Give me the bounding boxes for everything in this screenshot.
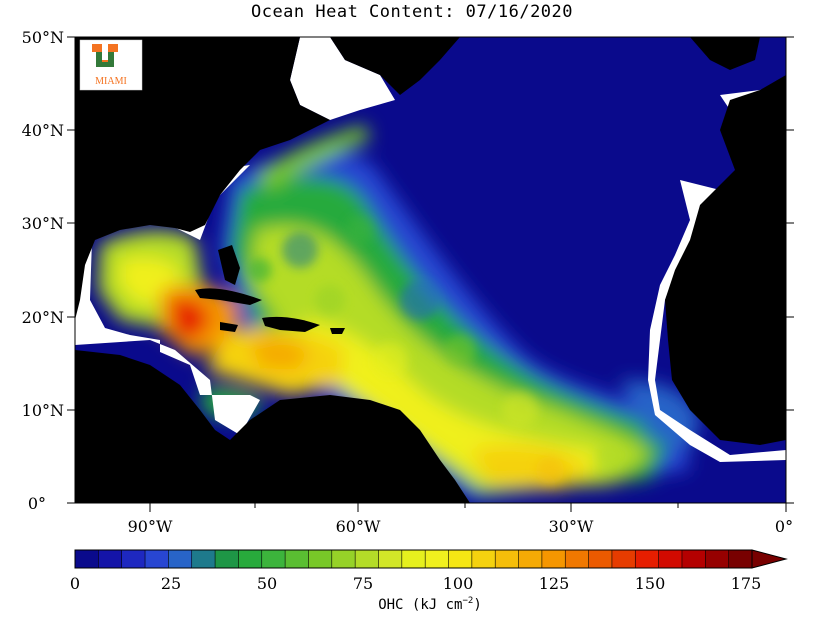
colorbar-cell	[518, 550, 543, 568]
colorbar-tick: 25	[161, 574, 181, 593]
map-plot-area	[75, 37, 786, 503]
colorbar-cell	[588, 550, 613, 568]
colorbar-label: OHC (kJ cm−2)	[378, 596, 482, 613]
land-masses	[75, 37, 786, 503]
colorbar-cell	[635, 550, 660, 568]
lat-label: 50°N	[22, 28, 64, 47]
colorbar-cell	[261, 550, 286, 568]
colorbar-cell	[355, 550, 379, 568]
miami-logo: MIAMI	[79, 39, 143, 91]
colorbar-cell	[495, 550, 520, 568]
heat-field	[98, 125, 700, 500]
colorbar-cell	[401, 550, 426, 568]
colorbar-tick: 125	[539, 574, 570, 593]
colorbar-cell	[285, 550, 309, 568]
colorbar-cell	[308, 550, 333, 568]
colorbar-tick: 150	[635, 574, 666, 593]
map-frame	[74, 36, 787, 504]
colorbar-tick: 50	[257, 574, 277, 593]
colorbar-cell	[425, 550, 450, 568]
colorbar-cell	[471, 550, 496, 568]
colorbar-cells	[74, 549, 788, 569]
colorbar-cell	[238, 550, 263, 568]
colorbar-cell	[728, 550, 753, 568]
colorbar-cell	[215, 550, 239, 568]
colorbar-cell	[168, 550, 193, 568]
colorbar-extend-arrow	[751, 549, 788, 569]
colorbar-cell	[145, 550, 169, 568]
lat-label: 20°N	[22, 308, 64, 327]
colorbar-cell	[191, 550, 216, 568]
colorbar-frame	[74, 549, 753, 569]
lat-label: 10°N	[22, 401, 64, 420]
lon-label: 30°W	[549, 517, 594, 536]
lon-label: 90°W	[128, 517, 173, 536]
colorbar-cell	[378, 550, 403, 568]
colorbar-tick: 75	[353, 574, 373, 593]
colorbar-cell	[541, 550, 566, 568]
lon-label: 0°	[775, 517, 793, 536]
longitude-labels: 90°W 60°W 30°W 0°	[128, 517, 794, 536]
colorbar-tick: 0	[70, 574, 80, 593]
colorbar-tick: 175	[731, 574, 762, 593]
colorbar-tick-labels: 0 25 50 75 100 125 150 175	[70, 574, 761, 593]
heat-texture	[248, 216, 622, 484]
colorbar-cell	[75, 550, 99, 568]
colorbar-cell	[705, 550, 730, 568]
colorbar-cell	[658, 550, 683, 568]
axis-ticks	[67, 36, 794, 512]
latitude-labels: 50°N 40°N 30°N 20°N 10°N 0°	[22, 28, 64, 513]
lat-label: 30°N	[22, 214, 64, 233]
lat-label: 0°	[28, 494, 46, 513]
logo-text: MIAMI	[95, 76, 127, 87]
colorbar-tick: 100	[443, 574, 474, 593]
lon-label: 60°W	[336, 517, 381, 536]
colorbar-cell	[98, 550, 123, 568]
map-title: Ocean Heat Content: 07/16/2020	[250, 2, 574, 22]
colorbar-cell	[331, 550, 356, 568]
colorbar-cell	[448, 550, 473, 568]
colorbar-cell	[565, 550, 590, 568]
colorbar-cell	[611, 550, 636, 568]
colorbar-cell	[121, 550, 146, 568]
colorbar-cell	[681, 550, 706, 568]
lat-label: 40°N	[22, 121, 64, 140]
